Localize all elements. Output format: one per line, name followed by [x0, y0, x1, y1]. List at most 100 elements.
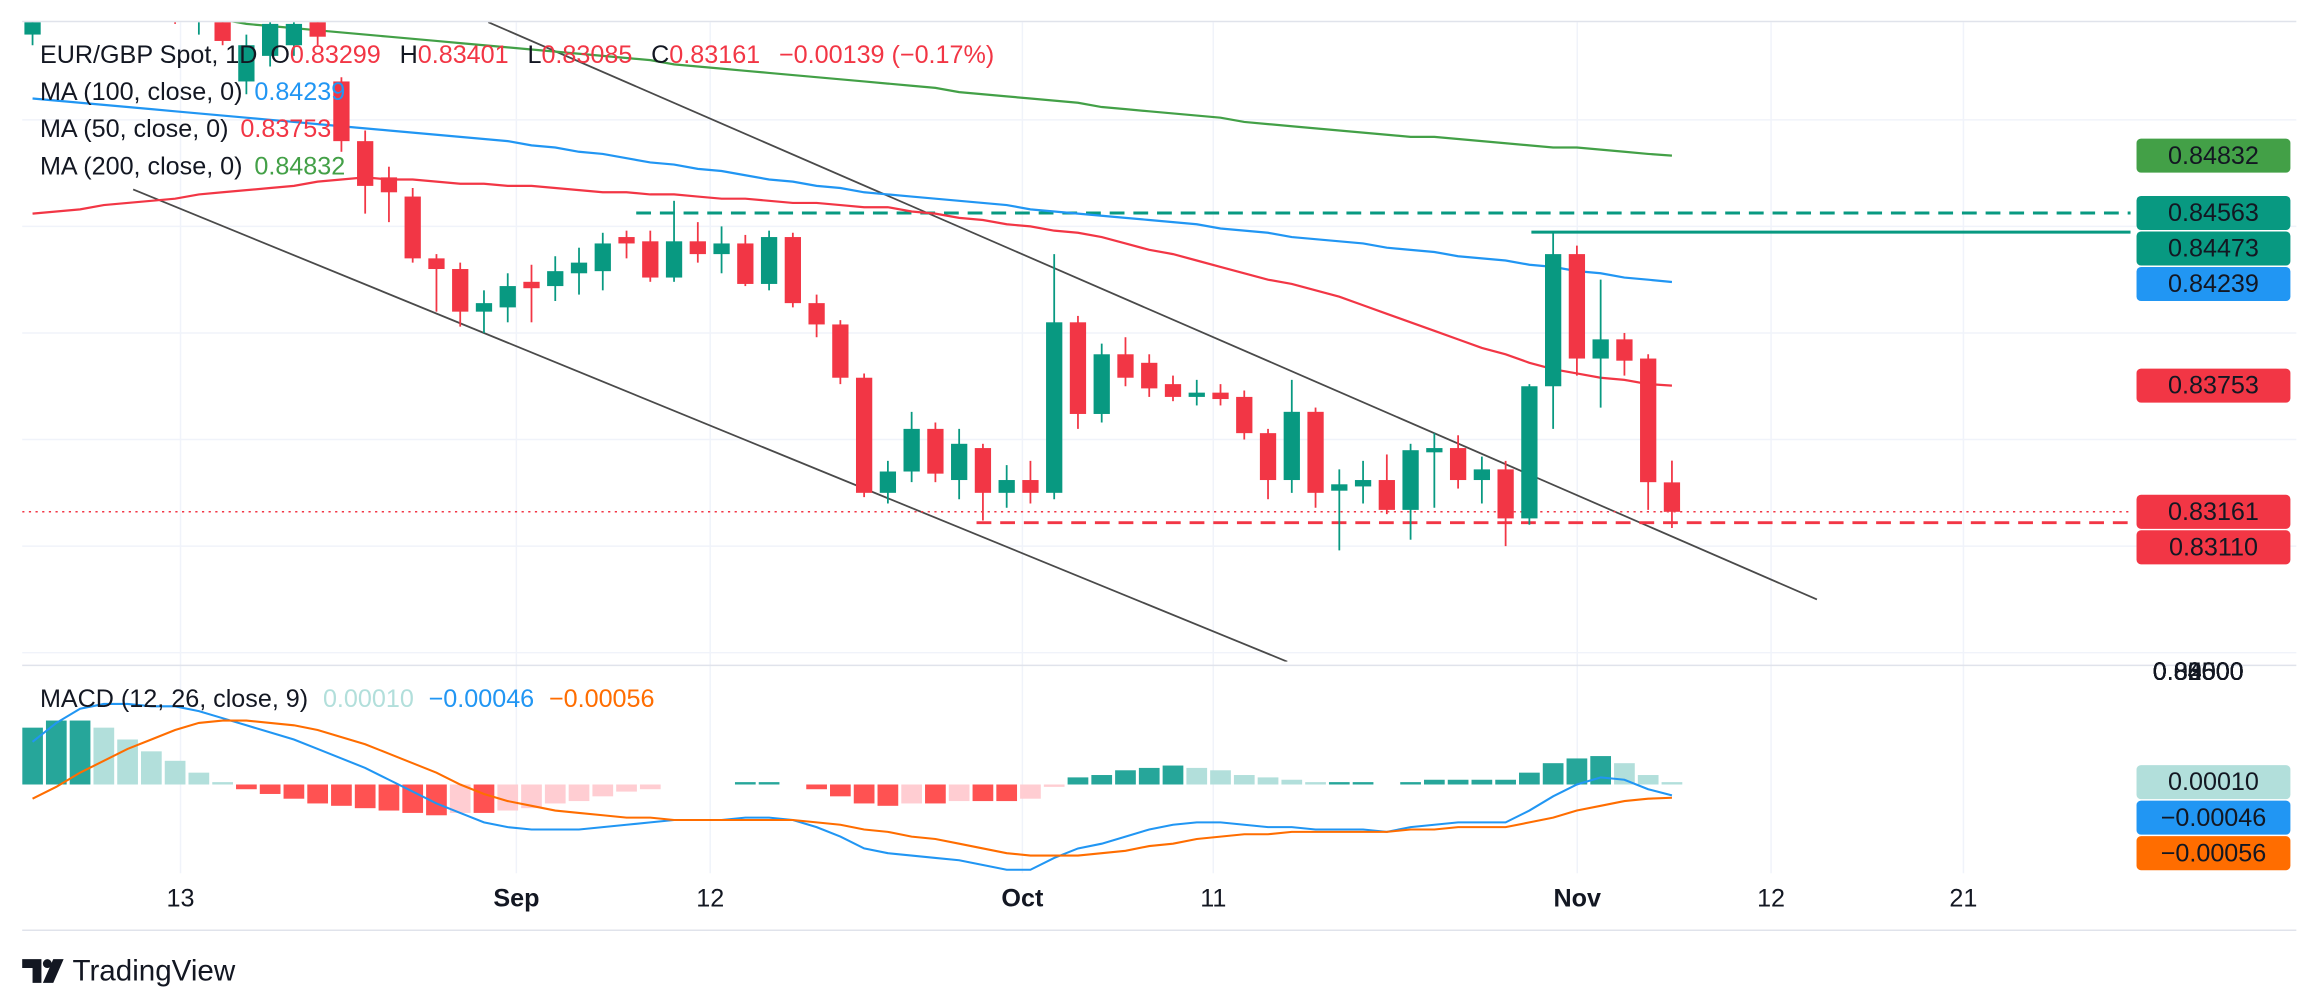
candle-body [1378, 480, 1395, 510]
histogram-bar [307, 784, 329, 804]
histogram-bar [1067, 777, 1089, 785]
candle-body [713, 243, 730, 255]
histogram-bar [473, 784, 495, 813]
x-tick-label: Oct [1001, 885, 1044, 913]
price-tag-label: 0.83161 [2168, 498, 2259, 526]
candle-body [998, 480, 1015, 493]
candle-body [333, 81, 350, 142]
ohlc-value: 0.83161 [669, 41, 760, 69]
histogram-bar [93, 727, 115, 785]
histogram-bar [45, 720, 67, 785]
candle-body [879, 471, 897, 493]
histogram-bar [1328, 782, 1350, 785]
candle-body [1592, 339, 1609, 359]
candle-body [285, 23, 303, 46]
price-tag-label: 0.00010 [2168, 768, 2259, 796]
x-tick-label: Nov [1553, 885, 1601, 913]
histogram-bar [449, 784, 471, 813]
symbol: EUR/GBP Spot, 1D [40, 41, 257, 69]
candle-body [1521, 386, 1538, 519]
histogram-bar [806, 784, 827, 790]
legend-ma: MA (200, close, 0) 0.84832 [40, 152, 345, 180]
x-tick-label: 13 [167, 885, 195, 913]
histogram-bar [925, 784, 946, 804]
histogram-bar [1614, 763, 1635, 785]
legend-ma: MA (100, close, 0) 0.84239 [40, 78, 345, 106]
legend-value: −0.00056 [549, 685, 655, 713]
candle-body [784, 237, 801, 304]
histogram-bar [1637, 775, 1659, 785]
histogram-bar [568, 784, 590, 802]
histogram-bar [331, 784, 352, 806]
candle-body [309, 22, 326, 37]
candle-body [737, 243, 754, 284]
legend-value: −0.00046 [429, 685, 535, 713]
candle-body [404, 196, 421, 259]
legend-value: 0.00010 [323, 685, 414, 713]
histogram-bar [354, 784, 376, 809]
histogram-bar [283, 784, 305, 799]
histogram-bar [1423, 779, 1445, 785]
y-tick-label: 0.83000 [2153, 658, 2244, 686]
candle-body [523, 281, 540, 289]
candle-body [1568, 254, 1586, 359]
histogram-bar [497, 784, 519, 811]
ma-line [32, 176, 1673, 387]
legend-macd: MACD (12, 26, close, 9) 0.00010 −0.00046 −0… [40, 685, 655, 713]
price-pane [22, 22, 2131, 551]
candle-body [903, 428, 920, 472]
x-tick-label: Sep [493, 885, 539, 913]
price-tag [2136, 195, 2291, 230]
histogram-bar [1091, 775, 1113, 785]
candle-body [1046, 322, 1063, 493]
histogram-bar [402, 784, 424, 813]
histogram-bar [1257, 777, 1279, 785]
x-tick-label: 12 [696, 885, 724, 913]
price-tag [2136, 494, 2291, 529]
ohlc-value: 0.83401 [418, 41, 509, 69]
histogram-bar [1186, 767, 1208, 785]
histogram-bar [1400, 782, 1421, 785]
brand: TradingView [73, 954, 236, 987]
candle-body [570, 262, 588, 274]
price-tag-label: 0.83110 [2169, 533, 2258, 561]
candle-body [24, 22, 41, 35]
candle-body [1069, 322, 1087, 414]
x-tick-label: 11 [1200, 885, 1226, 913]
candle-body [238, 45, 255, 82]
legend-header: EUR/GBP Spot, 1D O0.83299 H0.83401 L0.83… [40, 41, 994, 69]
candle-body [1545, 254, 1562, 387]
legend-label: MA (100, close, 0) [40, 78, 243, 106]
candle-body [1354, 480, 1372, 487]
price-tag [2136, 138, 2291, 173]
price-tag-label: 0.84473 [2168, 235, 2259, 263]
histogram-bar [164, 760, 186, 785]
histogram-bar [1352, 782, 1374, 785]
candle-body [1307, 411, 1324, 493]
histogram-bar [1281, 779, 1303, 785]
candle-body [1663, 482, 1681, 512]
histogram-bar [1542, 763, 1564, 785]
histogram-bar [140, 751, 162, 785]
candle-body [262, 23, 279, 56]
legend-label: MACD (12, 26, close, 9) [40, 685, 308, 713]
histogram-bar [639, 784, 661, 790]
change: −0.00139 (−0.17%) [779, 41, 994, 69]
histogram-bar [901, 784, 923, 804]
price-tag [2136, 231, 2291, 266]
candle-body [974, 448, 992, 493]
trend-line [487, 22, 1818, 601]
price-tag [2136, 836, 2291, 871]
y-tick-label: 0.00500 [2153, 658, 2244, 686]
histogram-bar [734, 782, 756, 785]
candle-body [1164, 384, 1182, 397]
y-tick-label: 0.84000 [2153, 658, 2244, 686]
histogram-bar [853, 784, 875, 804]
price-tag [2136, 530, 2291, 565]
signal-line [32, 719, 1672, 857]
grid [22, 22, 2297, 874]
price-tag-label: 0.83753 [2168, 372, 2259, 400]
histogram-bar [1447, 779, 1469, 785]
